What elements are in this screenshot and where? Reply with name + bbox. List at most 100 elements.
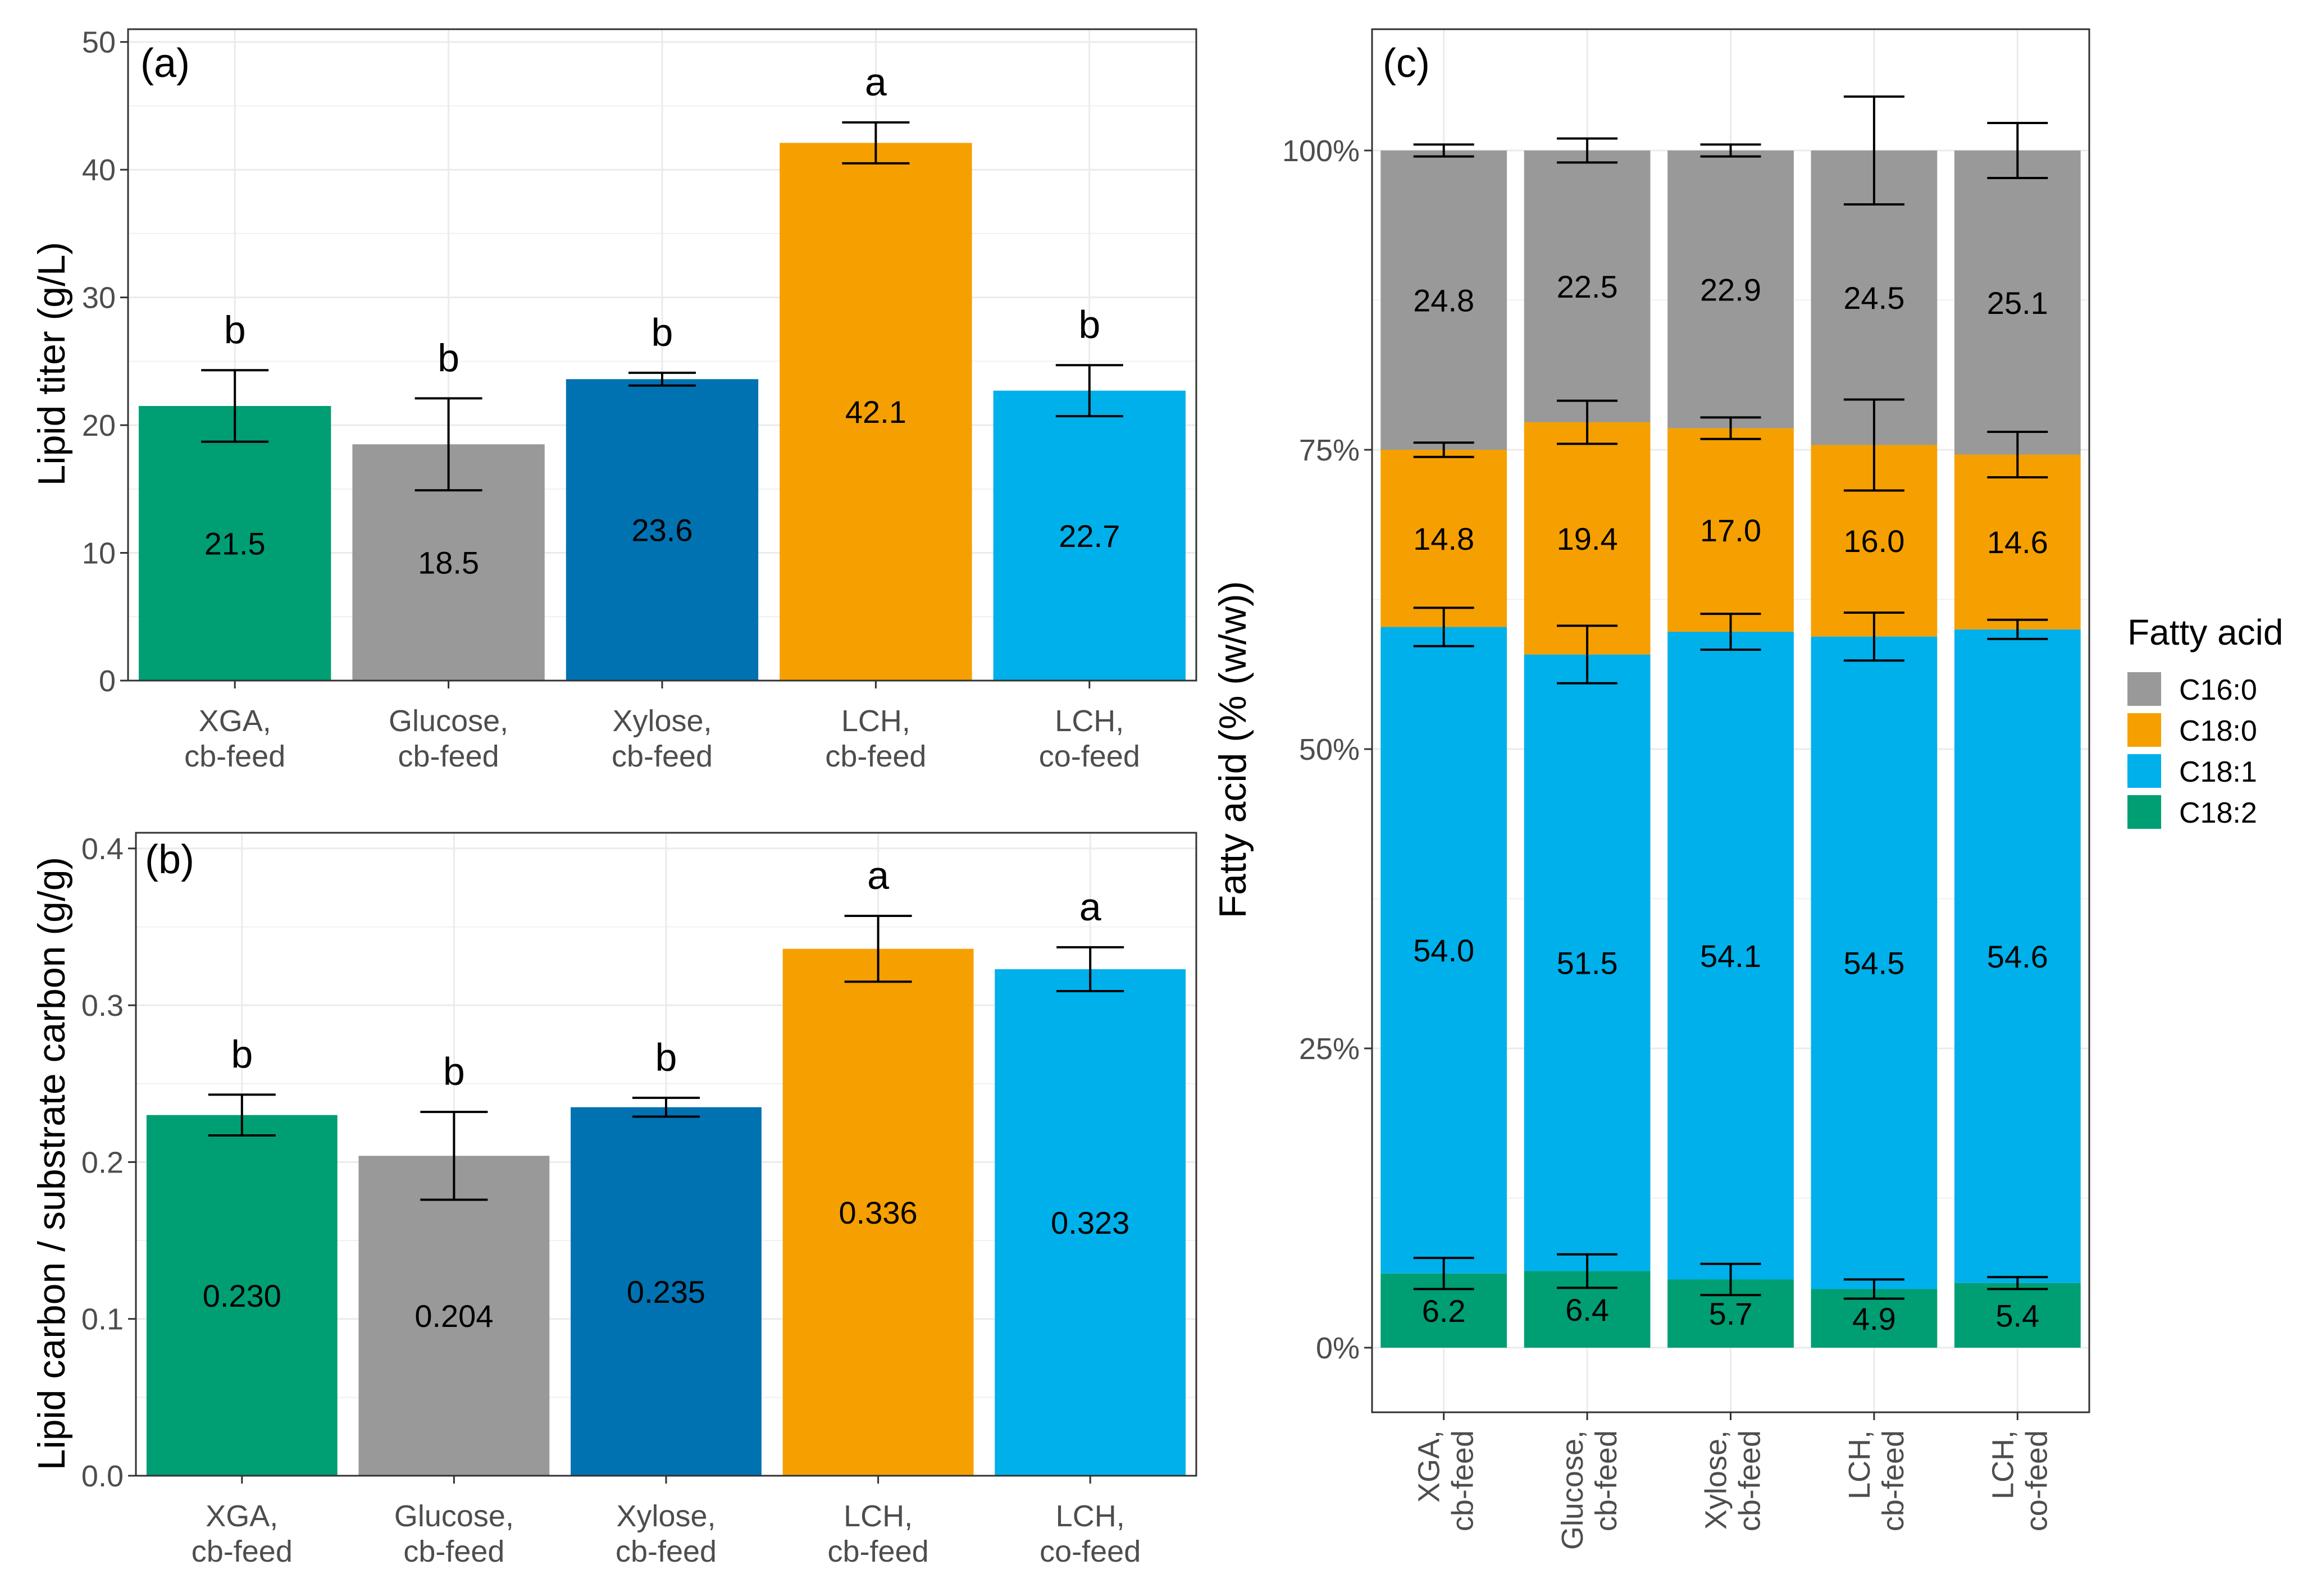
bar-xylose-cb-feed — [566, 379, 759, 681]
panel-b-carbon-yield-chart: 0.230 b 0.204 b 0.235 b 0.336 a 0.323 a 0.0 0.1 0.2… — [30, 832, 1197, 1568]
significance-letter: b — [231, 1032, 253, 1076]
y-tick-label: 40 — [82, 153, 116, 187]
panel-b-y-ticks: 0.0 0.1 0.2 0.3 0.4 — [81, 832, 136, 1493]
stack-segment-c18-1 — [1380, 627, 1507, 1274]
x-tick-label-line2: cb-feed — [192, 1535, 293, 1568]
legend-label-c18-0: C18:0 — [2179, 715, 2257, 747]
bar-value-label: 0.323 — [1051, 1205, 1129, 1240]
significance-letter: b — [443, 1050, 465, 1093]
bar-value-label: 22.7 — [1059, 518, 1120, 554]
x-tick-label-line1: Xylose, — [1699, 1430, 1733, 1530]
segment-value-label: 4.9 — [1852, 1301, 1896, 1336]
y-tick-label: 0 — [99, 664, 116, 698]
segment-value-label: 5.4 — [1995, 1298, 2039, 1333]
panel-c-y-axis-title: Fatty acid (% (w/w)) — [1211, 581, 1254, 919]
y-tick-label: 75% — [1299, 434, 1360, 467]
x-tick-label-line2: cb-feed — [1733, 1430, 1767, 1531]
stack-segment-c18-0 — [1380, 450, 1507, 627]
bar-lch-co-feed — [995, 969, 1186, 1476]
segment-value-label: 17.0 — [1700, 513, 1761, 548]
bar-glucose-cb-feed — [358, 1156, 550, 1476]
x-tick-label-line2: cb-feed — [1446, 1430, 1480, 1531]
bar-xylose-cb-feed — [571, 1107, 762, 1476]
x-tick-label-line2: cb-feed — [403, 1535, 504, 1568]
bar-value-label: 0.204 — [414, 1298, 493, 1334]
segment-value-label: 19.4 — [1557, 521, 1618, 556]
bar-lch-co-feed — [993, 390, 1186, 681]
x-tick-label-line2: co-feed — [1040, 1535, 1141, 1568]
x-tick-label-line2: cb-feed — [1589, 1430, 1623, 1531]
segment-value-label: 24.5 — [1843, 280, 1904, 316]
stack-segment-c16-0 — [1524, 150, 1651, 422]
panel-a-x-ticks: XGA,cb-feedGlucose,cb-feedXylose,cb-feed… — [184, 681, 1140, 773]
x-tick-label-line1: Xylose, — [616, 1499, 716, 1533]
segment-value-label: 54.6 — [1987, 939, 2048, 974]
stack-segment-c18-1 — [1811, 636, 1938, 1289]
significance-letter: b — [224, 308, 246, 352]
significance-letter: b — [1078, 303, 1100, 346]
bar-value-label: 0.235 — [627, 1274, 705, 1310]
x-tick-label-line1: Glucose, — [394, 1499, 514, 1533]
legend-title: Fatty acid — [2127, 612, 2283, 653]
stack-segment-c16-0 — [1667, 150, 1794, 428]
y-tick-label: 100% — [1282, 134, 1360, 168]
panel-b-x-ticks: XGA,cb-feedGlucose,cb-feedXylose,cb-feed… — [192, 1476, 1141, 1568]
bar-lch-cb-feed — [782, 948, 974, 1476]
bar-value-label: 18.5 — [418, 545, 479, 581]
segment-value-label: 24.8 — [1413, 283, 1474, 318]
bar-value-label: 23.6 — [632, 513, 693, 548]
stack-segment-c18-0 — [1954, 454, 2081, 629]
significance-letter: b — [438, 336, 459, 380]
bar-value-label: 42.1 — [845, 394, 906, 430]
stack-segment-c18-2 — [1954, 1283, 2081, 1348]
segment-value-label: 54.1 — [1700, 938, 1761, 974]
bar-xga-cb-feed — [146, 1115, 338, 1476]
panel-a-bars: 21.5 b 18.5 b 23.6 b 42.1 a 22.7 b — [139, 60, 1186, 681]
panel-c-x-ticks: XGA, cb-feed Glucose, cb-feed Xylose, cb-feed… — [1412, 1412, 2053, 1550]
y-tick-label: 0.2 — [81, 1146, 124, 1179]
panel-b-y-axis-title: Lipid carbon / substrate carbon (g/g) — [30, 857, 73, 1470]
x-tick-label-line2: cb-feed — [1876, 1430, 1910, 1531]
stack-segment-c18-1 — [1954, 629, 2081, 1283]
bar-value-label: 0.230 — [203, 1278, 281, 1313]
x-tick-label-line1: Glucose, — [389, 704, 508, 738]
x-tick-label-line2: cb-feed — [616, 1535, 717, 1568]
y-tick-label: 50 — [82, 26, 116, 60]
x-tick-label-line1: LCH, — [1055, 704, 1124, 738]
legend-label-c16-0: C16:0 — [2179, 674, 2257, 706]
y-tick-label: 25% — [1299, 1032, 1360, 1066]
significance-letter: b — [655, 1035, 677, 1079]
legend-key-c18-2 — [2127, 795, 2161, 829]
segment-value-label: 22.9 — [1700, 272, 1761, 307]
y-tick-label: 50% — [1299, 733, 1360, 767]
legend-key-c16-0 — [2127, 672, 2161, 706]
y-tick-label: 0.0 — [81, 1459, 124, 1493]
x-tick-label-line1: XGA, — [206, 1499, 278, 1533]
stack-segment-c16-0 — [1954, 150, 2081, 455]
x-tick-label-line2: cb-feed — [398, 740, 499, 773]
bar-value-label: 0.336 — [839, 1195, 918, 1230]
y-tick-label: 20 — [82, 409, 116, 442]
panel-c-fatty-acid-chart: 6.2 54.0 14.8 24.8 6.4 51.5 19.4 22.5 5.7 54.1 17.… — [1211, 28, 2090, 1550]
y-tick-label: 0% — [1316, 1331, 1360, 1365]
bar-value-label: 21.5 — [204, 526, 266, 561]
bar-xga-cb-feed — [139, 405, 331, 681]
y-tick-label: 30 — [82, 281, 116, 315]
x-tick-label-line1: LCH, — [844, 1499, 913, 1533]
segment-value-label: 14.8 — [1413, 521, 1474, 556]
legend-label-c18-1: C18:1 — [2179, 756, 2257, 788]
segment-value-label: 14.6 — [1987, 524, 2048, 560]
segment-value-label: 22.5 — [1557, 269, 1618, 304]
panel-a-lipid-titer-chart: 21.5 b 18.5 b 23.6 b 42.1 a 22.7 b 0 10 20 30 40 50 XG… — [30, 26, 1197, 773]
segment-value-label: 54.0 — [1413, 933, 1474, 968]
x-tick-label-line2: co-feed — [2020, 1430, 2053, 1531]
significance-letter: a — [865, 60, 887, 104]
x-tick-label-line1: LCH, — [841, 704, 910, 738]
segment-value-label: 5.7 — [1709, 1296, 1753, 1331]
x-tick-label-line2: cb-feed — [184, 740, 285, 773]
x-tick-label-line2: cb-feed — [612, 740, 713, 773]
stack-segment-c18-0 — [1667, 428, 1794, 632]
y-tick-label: 0.4 — [81, 832, 124, 866]
segment-value-label: 16.0 — [1843, 523, 1904, 559]
x-tick-label-line2: cb-feed — [825, 740, 926, 773]
